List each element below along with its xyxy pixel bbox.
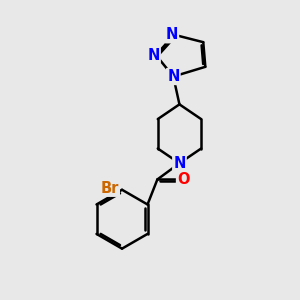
Text: N: N: [173, 156, 186, 171]
Text: O: O: [177, 172, 190, 187]
Text: N: N: [167, 69, 179, 84]
Text: N: N: [166, 27, 178, 42]
Text: N: N: [147, 47, 160, 62]
Text: Br: Br: [100, 181, 119, 196]
